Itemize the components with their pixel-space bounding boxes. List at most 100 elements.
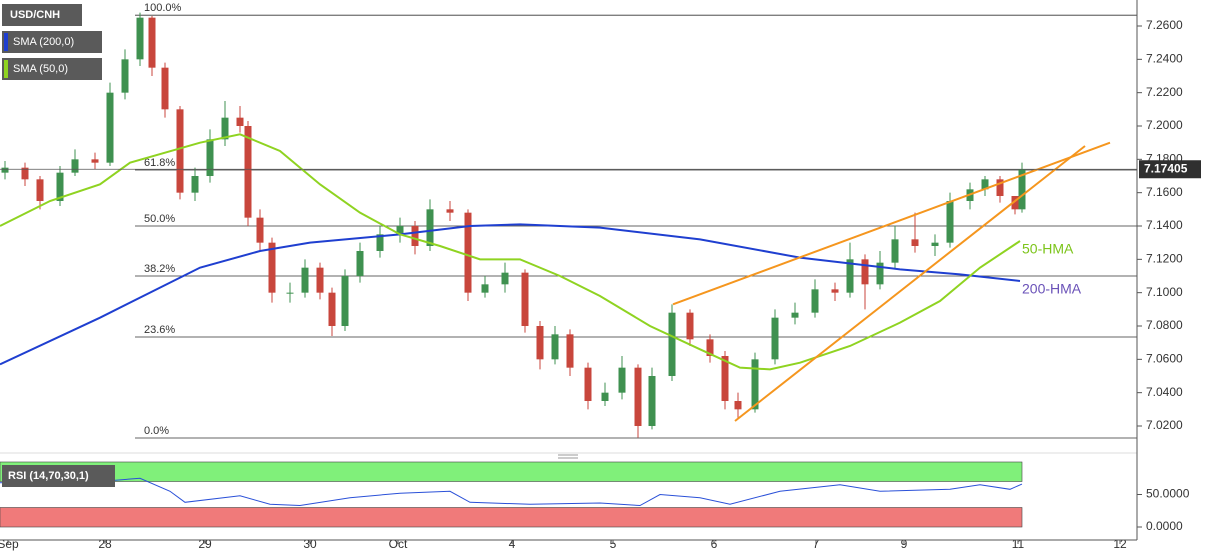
last-price-label: 7.17405: [1144, 161, 1188, 175]
x-tick-label: 6: [711, 537, 718, 551]
candle-body: [36, 179, 44, 201]
candle-body: [316, 267, 324, 293]
candle-body: [301, 267, 309, 293]
candle-body: [426, 209, 434, 246]
candle-body: [996, 179, 1004, 196]
y-tick-label: 7.1600: [1146, 185, 1183, 199]
fib-label: 61.8%: [144, 157, 175, 169]
candle-body: [618, 367, 626, 393]
candle-body: [106, 92, 114, 163]
legend-swatch: [4, 60, 8, 78]
candle-body: [376, 234, 384, 251]
trendline: [734, 145, 1086, 422]
candle-body: [751, 359, 759, 410]
fib-label: 38.2%: [144, 263, 175, 275]
candle-body: [734, 401, 742, 410]
candle-body: [71, 159, 79, 173]
candle-body: [176, 109, 184, 193]
y-tick-label: 7.2400: [1146, 52, 1183, 66]
candle-body: [584, 367, 592, 401]
candle-body: [481, 284, 489, 293]
candle-body: [1018, 169, 1026, 210]
candle-body: [721, 356, 729, 401]
candle-body: [1011, 196, 1019, 210]
candle-body: [121, 59, 129, 93]
legend-box: [2, 465, 115, 487]
fib-label: 0.0%: [144, 425, 169, 437]
fib-label: 23.6%: [144, 324, 175, 336]
legend-label: SMA (50,0): [13, 63, 68, 75]
y-tick-label: 7.2600: [1146, 18, 1183, 32]
chart-title: USD/CNH: [10, 9, 60, 21]
x-tick-label: 9: [901, 537, 908, 551]
y-tick-label: 7.1000: [1146, 285, 1183, 299]
candle-body: [221, 117, 229, 140]
y-tick-label: 7.0200: [1146, 418, 1183, 432]
candle-body: [551, 334, 559, 360]
rsi-title: RSI (14,70,30,1): [8, 470, 89, 482]
candle-body: [148, 17, 156, 68]
candle-body: [601, 392, 609, 401]
x-tick-label: 29: [198, 537, 212, 551]
candle-body: [464, 212, 472, 293]
x-tick-label: 28: [98, 537, 112, 551]
candle-body: [396, 226, 404, 235]
candle-body: [268, 242, 276, 293]
candle-body: [846, 259, 854, 293]
candle-body: [946, 201, 954, 243]
candle-body: [236, 117, 244, 126]
legend-label: SMA (200,0): [13, 36, 74, 48]
candle-body: [566, 334, 574, 368]
rsi-band: [0, 461, 1023, 482]
candle-body: [328, 292, 336, 326]
y-tick-label: 7.0600: [1146, 352, 1183, 366]
candle-body: [21, 167, 29, 180]
pane-divider: [0, 452, 1137, 459]
x-tick-label: 30: [303, 537, 317, 551]
candle-body: [91, 159, 99, 163]
ma-line: [0, 133, 1021, 371]
candle-body: [931, 242, 939, 246]
candle-body: [244, 126, 252, 218]
rsi-band: [0, 507, 1023, 528]
candle-body: [411, 226, 419, 246]
candle-body: [536, 326, 544, 360]
fib-label: 50.0%: [144, 213, 175, 225]
y-tick-label: 7.0400: [1146, 385, 1183, 399]
ma-label: 200-HMA: [1022, 281, 1082, 297]
candle-body: [161, 67, 169, 110]
candle-body: [706, 339, 714, 356]
candle-body: [771, 317, 779, 360]
x-tick-label: 5: [610, 537, 617, 551]
candle-body: [1, 167, 9, 173]
candle-body: [981, 179, 989, 190]
candle-body: [256, 217, 264, 243]
x-tick-label: Oct: [389, 537, 408, 551]
candle-body: [206, 139, 214, 176]
ma-line: [0, 223, 1021, 366]
candle-body: [136, 17, 144, 60]
candle-body: [341, 276, 349, 326]
y-tick-label: 0.0000: [1146, 519, 1183, 533]
candle-body: [876, 262, 884, 285]
y-tick-label: 7.0800: [1146, 318, 1183, 332]
candle-body: [831, 289, 839, 293]
candle-body: [191, 176, 199, 193]
candle-body: [861, 259, 869, 285]
candle-body: [56, 172, 64, 201]
legend-box: [2, 4, 82, 26]
x-tick-label: Sep: [0, 537, 19, 551]
candle-body: [356, 251, 364, 276]
x-tick-label: 11: [1012, 537, 1025, 551]
candle-body: [648, 376, 656, 426]
rsi-line: [0, 477, 1023, 507]
candle-body: [911, 239, 919, 246]
y-tick-label: 7.1200: [1146, 252, 1183, 266]
fib-label: 100.0%: [144, 2, 182, 14]
candle-body: [446, 209, 454, 213]
x-tick-label: 7: [813, 537, 820, 551]
y-tick-label: 7.2200: [1146, 85, 1183, 99]
legend-box: [2, 58, 102, 80]
